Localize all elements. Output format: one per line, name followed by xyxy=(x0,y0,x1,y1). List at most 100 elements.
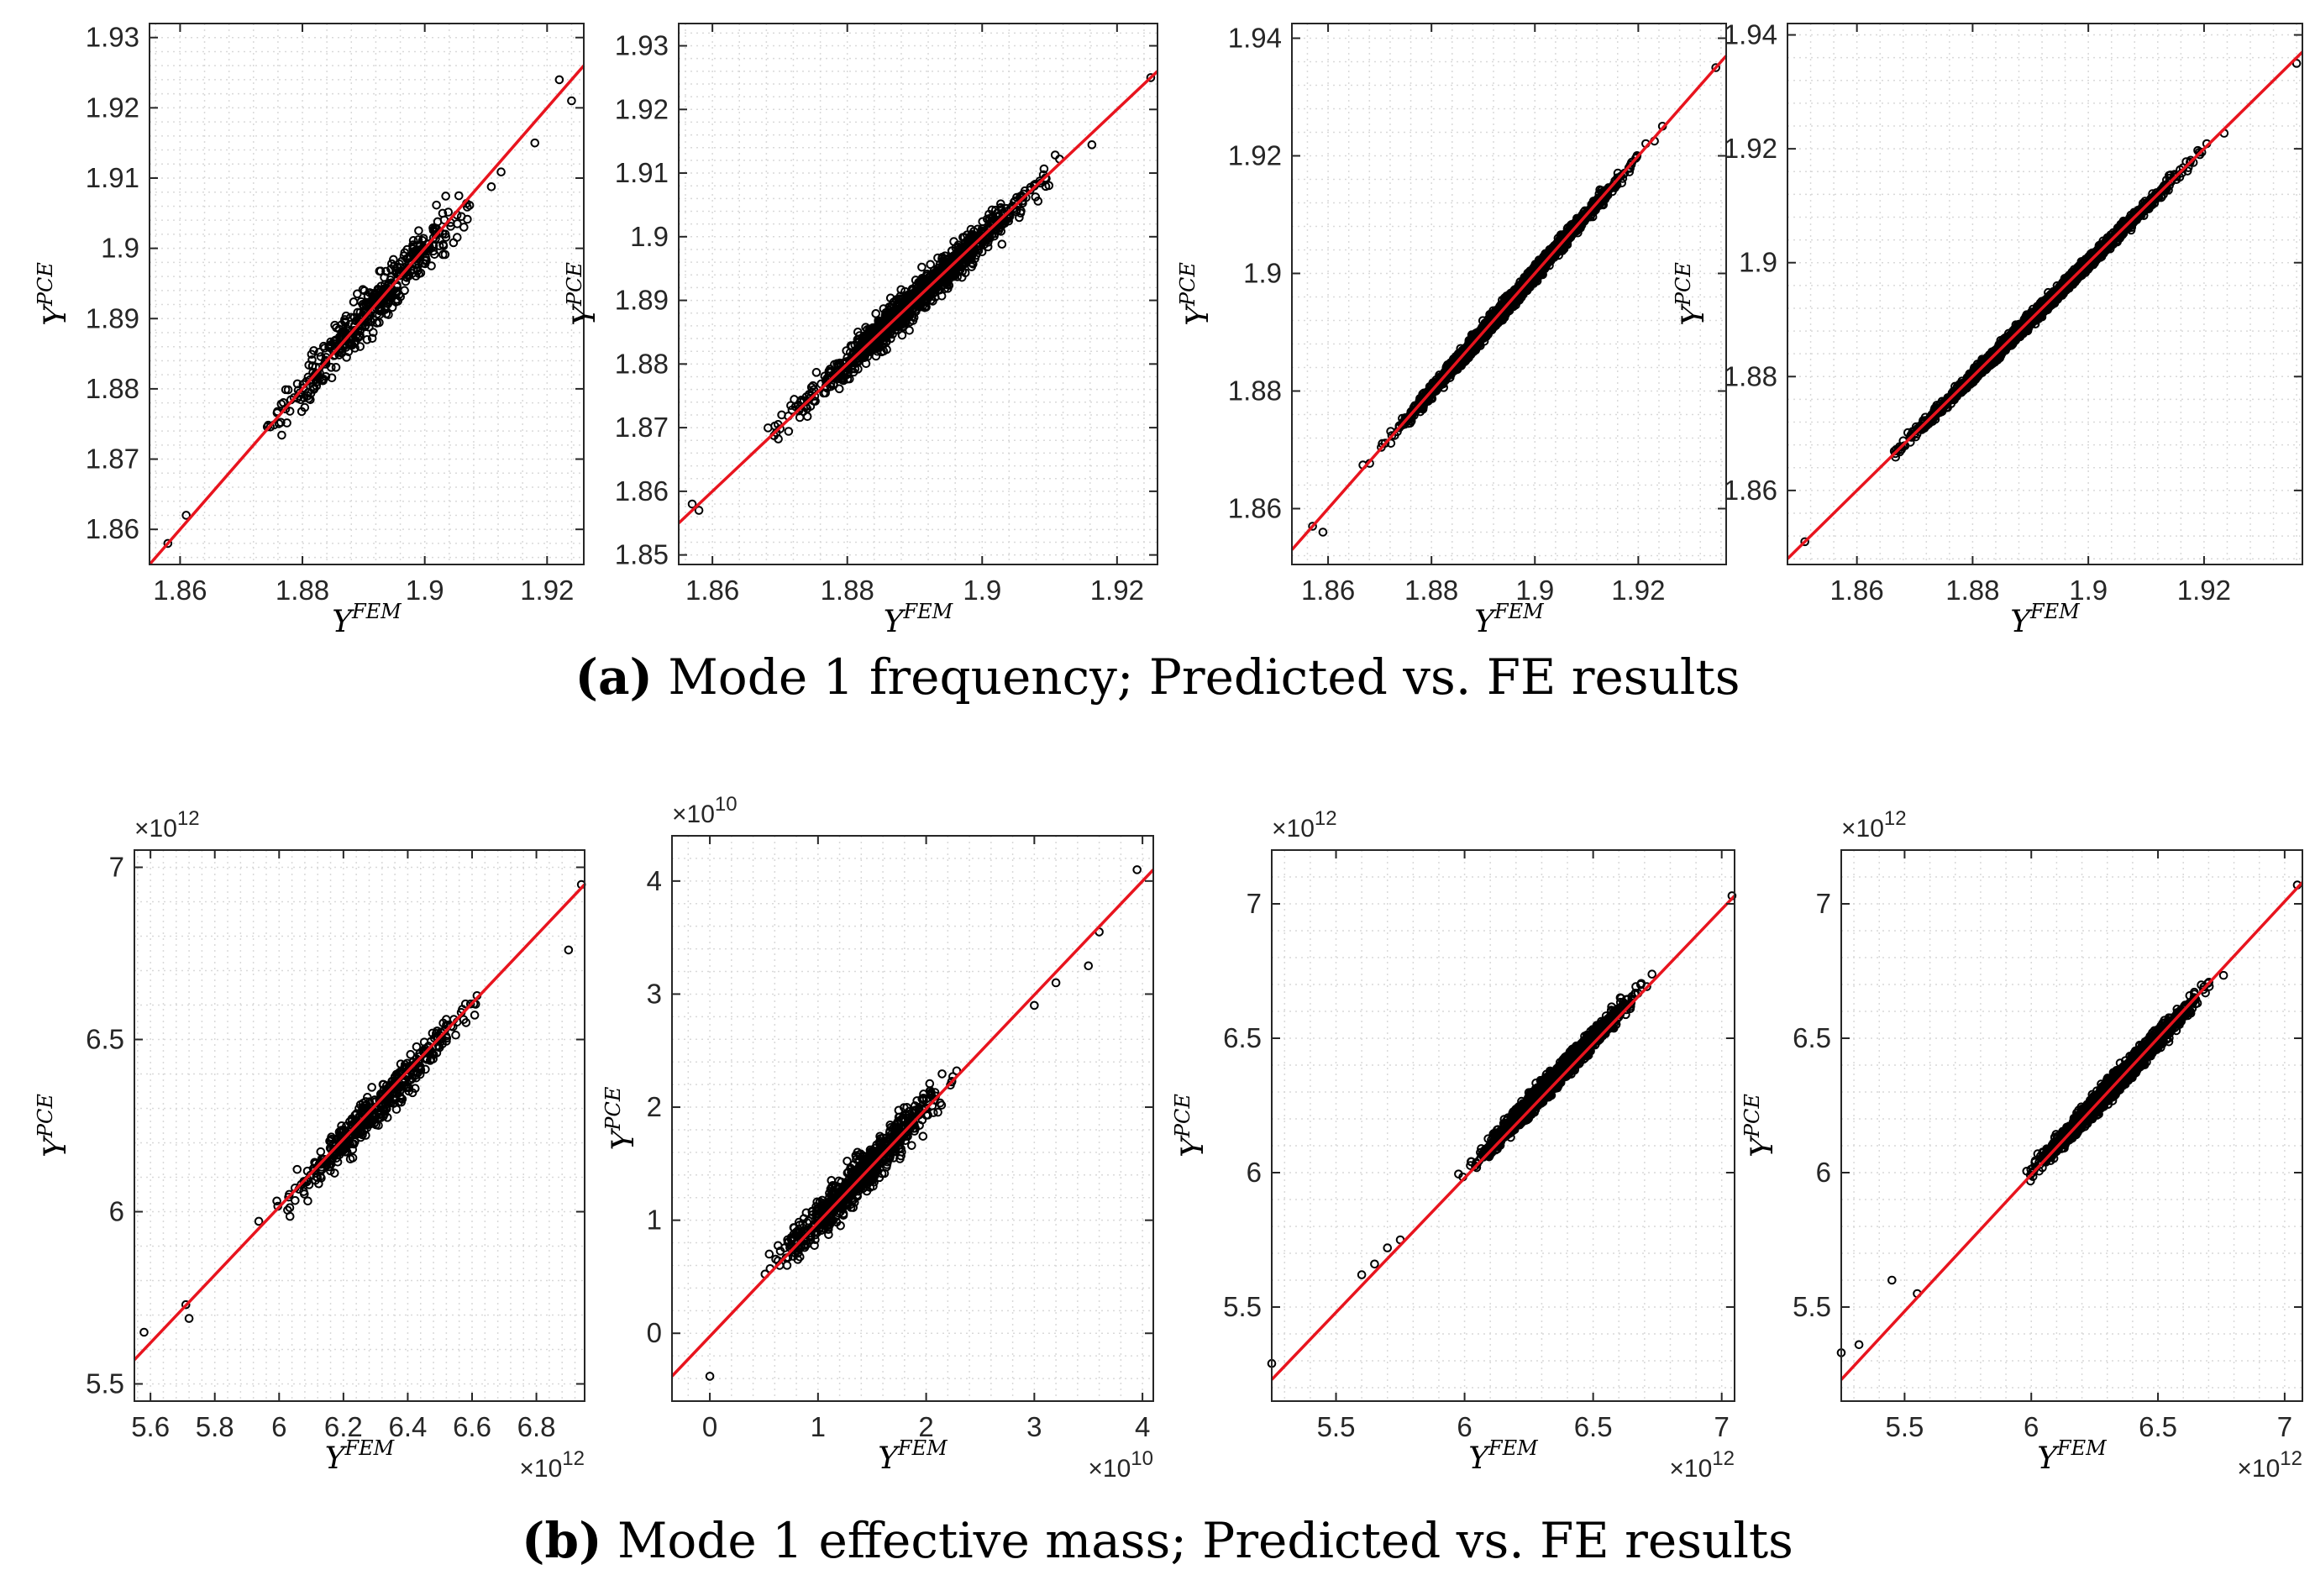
scatter-point xyxy=(418,234,428,244)
y-tick-label: 1.88 xyxy=(615,348,669,379)
scatter-point xyxy=(300,402,310,412)
x-axis-title: YFEM xyxy=(332,600,402,639)
x-tick-label: 1.88 xyxy=(276,575,329,606)
y-tick-label: 1.86 xyxy=(1228,493,1282,524)
scatter-point xyxy=(456,212,466,222)
scatter-point xyxy=(277,430,286,440)
scatter-point xyxy=(412,260,422,270)
scatter-point xyxy=(282,418,291,428)
scatter-point xyxy=(420,259,430,269)
scatter-point xyxy=(339,317,349,327)
scatter-point xyxy=(281,404,291,414)
scatter-point xyxy=(303,387,313,397)
scatter-point xyxy=(428,241,438,251)
scatter-point xyxy=(400,248,410,258)
y-tick-label: 1.93 xyxy=(615,30,669,61)
scatter-point xyxy=(381,266,391,276)
scatter-point xyxy=(486,181,496,192)
x-axis-title-superscript: FEM xyxy=(1493,600,1545,623)
x-tick-label: 1.88 xyxy=(821,575,874,606)
y-tick-label: 1.9 xyxy=(101,233,139,264)
scatter-point xyxy=(276,417,286,428)
scatter-point xyxy=(354,332,365,342)
x-axis-title-superscript: FEM xyxy=(351,600,402,623)
y-tick-label: 1.92 xyxy=(86,92,139,123)
scatter-point xyxy=(438,249,448,260)
scatter-point xyxy=(359,301,369,311)
y-tick-label: 1.87 xyxy=(86,444,139,475)
chart-panel-a2: 1.86 1.88 1.9 1.921.851.861.871.881.891.91.… xyxy=(563,23,1159,639)
y-tick-label: 1.89 xyxy=(615,285,669,316)
scatter-point xyxy=(346,312,355,323)
y-axis-title: YPCE xyxy=(34,262,73,326)
scatter-point xyxy=(408,236,418,245)
scatter-point xyxy=(341,323,350,333)
scatter-point xyxy=(295,388,305,398)
x-tick-label: 1.9 xyxy=(963,575,1001,606)
x-axis-title-superscript: FEM xyxy=(903,600,954,623)
scatter-point xyxy=(334,350,344,360)
y-tick-label: 1.88 xyxy=(1228,375,1282,407)
scatter-point xyxy=(327,373,337,383)
y-tick-label: 1.87 xyxy=(615,412,669,443)
x-tick-label: 1.86 xyxy=(153,575,207,606)
y-tick-label: 1.85 xyxy=(615,539,669,570)
y-tick-label: 1.92 xyxy=(1228,140,1282,171)
scatter-point xyxy=(367,333,377,344)
y-tick-label: 1.9 xyxy=(1243,258,1282,289)
chart-panel-a1: 1.86 1.88 1.9 1.921.861.871.881.891.91.911.… xyxy=(34,22,585,639)
y-tick-label: 1.91 xyxy=(615,157,669,188)
scatter-point xyxy=(276,399,286,409)
y-tick-label: 1.88 xyxy=(86,373,139,404)
scatter-point xyxy=(496,167,506,177)
scatter-point xyxy=(331,363,341,372)
y-tick-label: 1.94 xyxy=(1228,23,1282,54)
scatter-point xyxy=(362,335,372,344)
scatter-point xyxy=(441,233,451,242)
y-axis-title: YPCE xyxy=(1176,262,1215,326)
scatter-point xyxy=(373,284,383,294)
y-axis-title: YPCE xyxy=(563,262,602,326)
x-tick-label: 1.9 xyxy=(406,575,444,606)
scatter-point xyxy=(358,285,368,295)
scatter-point xyxy=(353,289,362,299)
x-tick-label: 1.86 xyxy=(1301,575,1355,606)
scatter-point xyxy=(444,207,454,217)
scatter-point xyxy=(265,422,276,432)
y-tick-label: 1.86 xyxy=(615,475,669,507)
scatter-point xyxy=(453,219,462,228)
x-tick-label: 1.92 xyxy=(1090,575,1144,606)
scatter-point xyxy=(441,192,450,201)
scatter-point xyxy=(311,362,321,372)
scatter-point xyxy=(285,407,295,416)
y-tick-label: 1.91 xyxy=(86,162,139,193)
y-tick-label: 1.89 xyxy=(86,302,139,333)
x-axis-title: YFEM xyxy=(1474,600,1545,639)
scatter-point xyxy=(414,226,423,235)
y-tick-label: 1.92 xyxy=(615,93,669,124)
y-axis-title-superscript: PCE xyxy=(34,262,57,307)
x-tick-label: 1.88 xyxy=(1404,575,1458,606)
scatter-point xyxy=(330,320,339,330)
scatter-point xyxy=(314,348,324,357)
scatter-point xyxy=(404,271,413,281)
chart-panel-a3: 1.86 1.88 1.9 1.921.861.881.91.921.94YFEMYP… xyxy=(1176,23,1728,639)
y-axis-title-superscript: PCE xyxy=(1176,262,1199,307)
scatter-point xyxy=(292,379,302,389)
scatter-point xyxy=(410,246,420,255)
y-tick-label: 1.93 xyxy=(86,22,139,53)
scatter-point xyxy=(372,318,382,328)
x-tick-label: 1.86 xyxy=(685,575,739,606)
scatter-point xyxy=(412,251,423,261)
scatter-point xyxy=(365,323,374,332)
scatter-point xyxy=(349,297,359,307)
scatter-point xyxy=(386,272,396,282)
scatter-point xyxy=(400,286,409,296)
scatter-point xyxy=(355,342,365,351)
x-tick-label: 1.92 xyxy=(520,575,574,606)
scatter-point xyxy=(355,307,365,318)
x-tick-label: 1.92 xyxy=(1611,575,1665,606)
scatter-point xyxy=(432,200,441,210)
scatter-point xyxy=(307,355,317,365)
